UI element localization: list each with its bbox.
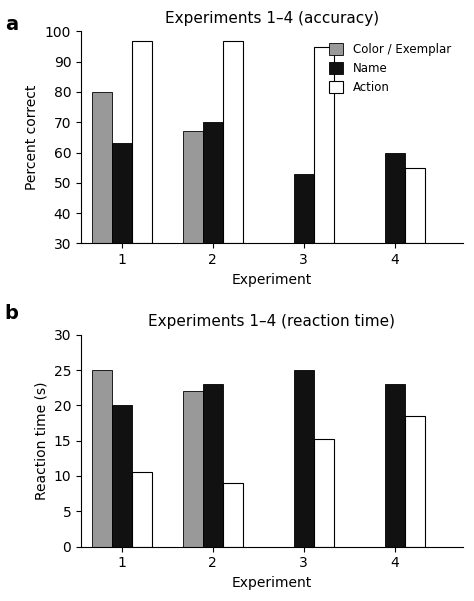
Bar	[405, 168, 425, 243]
Text: a: a	[5, 15, 18, 34]
X-axis label: Experiment: Experiment	[232, 273, 312, 287]
Bar	[294, 174, 314, 243]
Bar	[112, 144, 132, 243]
Bar	[223, 483, 243, 547]
Bar	[385, 153, 405, 243]
Bar	[405, 416, 425, 547]
Title: Experiments 1–4 (accuracy): Experiments 1–4 (accuracy)	[165, 11, 379, 26]
Bar	[314, 47, 334, 243]
Title: Experiments 1–4 (reaction time): Experiments 1–4 (reaction time)	[148, 314, 395, 329]
Bar	[223, 40, 243, 243]
Bar	[132, 40, 152, 243]
Bar	[183, 132, 203, 243]
Bar	[112, 405, 132, 547]
Y-axis label: Reaction time (s): Reaction time (s)	[34, 382, 48, 500]
X-axis label: Experiment: Experiment	[232, 576, 312, 590]
Text: b: b	[5, 304, 18, 323]
Bar	[294, 370, 314, 547]
Y-axis label: Percent correct: Percent correct	[25, 85, 39, 190]
Bar	[92, 92, 112, 243]
Bar	[385, 384, 405, 547]
Bar	[183, 391, 203, 547]
Bar	[132, 472, 152, 547]
Legend: Color / Exemplar, Name, Action: Color / Exemplar, Name, Action	[323, 37, 457, 100]
Bar	[203, 384, 223, 547]
Bar	[203, 122, 223, 243]
Bar	[314, 439, 334, 547]
Bar	[92, 370, 112, 547]
